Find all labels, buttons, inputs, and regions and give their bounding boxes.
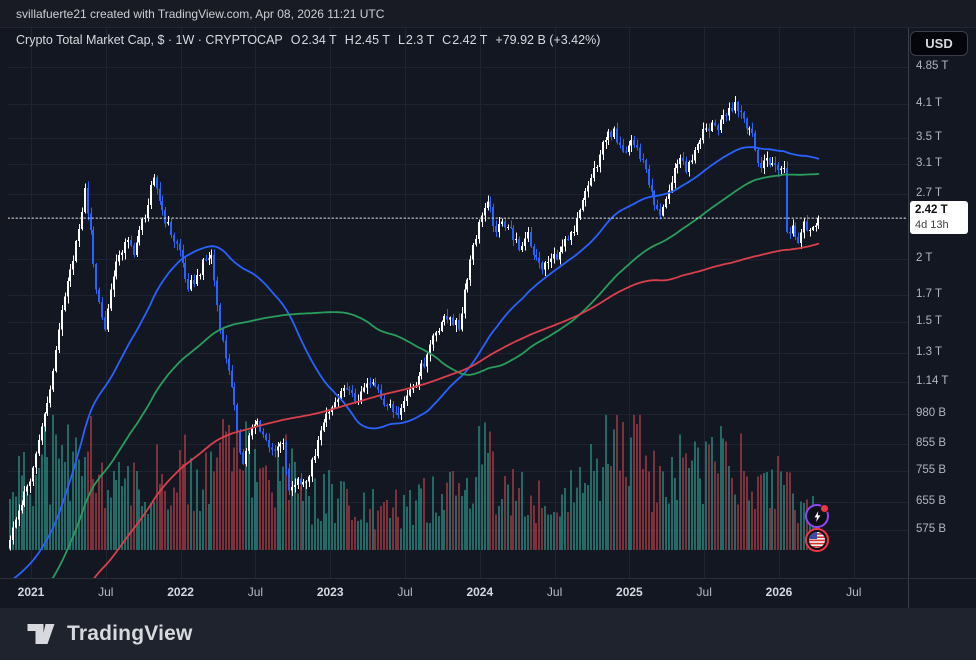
chart-legend: Crypto Total Market Cap, $ · 1W · CRYPTO… — [16, 33, 600, 47]
price-axis-label: 755 B — [916, 464, 947, 477]
price-axis-label: 1.7 T — [916, 287, 942, 300]
time-axis-label: 2022 — [167, 585, 194, 599]
ohlc-open: O 2.34 T — [290, 33, 337, 47]
price-axis-label: 3.5 T — [916, 130, 942, 143]
time-axis-label: 2024 — [466, 585, 494, 599]
symbol-title: Crypto Total Market Cap, $ · 1W · CRYPTO… — [16, 33, 283, 47]
us-flag-icon — [809, 532, 825, 548]
time-axis-label: Jul — [846, 585, 862, 599]
time-axis-label: 2021 — [17, 585, 45, 599]
time-axis-label: Jul — [247, 585, 264, 599]
current-price: 2.42 T — [915, 204, 948, 216]
attribution-bar: svillafuerte21 created with TradingView.… — [0, 0, 976, 28]
time-axis-label: Jul — [98, 585, 114, 599]
currency-toggle-button[interactable]: USD — [910, 31, 968, 56]
price-axis-label: 1.5 T — [916, 314, 942, 327]
lightning-icon — [814, 510, 820, 522]
price-axis-label: 575 B — [916, 523, 947, 536]
price-axis-label: 1.14 T — [916, 374, 949, 387]
tradingview-brand-text: TradingView — [67, 622, 193, 645]
price-axis-label: 4.85 T — [916, 60, 949, 73]
lightning-stream-button[interactable] — [805, 504, 829, 528]
notification-badge — [820, 504, 829, 513]
price-axis-label: 1.3 T — [916, 346, 942, 359]
bar-change: +79.92 B (+3.42%) — [495, 33, 601, 47]
price-axis-label: 855 B — [916, 437, 947, 450]
time-axis-label: 2023 — [316, 585, 344, 599]
ohlc-high: H 2.45 T — [344, 33, 390, 47]
us-flag-button[interactable] — [805, 528, 829, 552]
price-axis-label: 3.1 T — [916, 157, 942, 170]
tradingview-logo[interactable]: TradingView — [26, 622, 193, 646]
price-axis-label: 2 T — [916, 252, 933, 265]
price-axis-label: 4.1 T — [916, 96, 942, 109]
time-axis-label: 2025 — [616, 585, 643, 599]
time-axis-label: 2026 — [765, 585, 793, 599]
price-axis-label: 655 B — [916, 494, 947, 507]
price-axis-label: 980 B — [916, 407, 947, 420]
attribution-text: svillafuerte21 created with TradingView.… — [16, 6, 385, 21]
current-price-tag: 2.42 T 4d 13h — [910, 201, 968, 235]
ohlc-low: L 2.3 T — [397, 33, 435, 47]
time-axis-label: Jul — [546, 585, 563, 599]
price-axis-label: 2.7 T — [916, 187, 942, 200]
tradingview-logo-icon — [27, 624, 55, 644]
ohlc-close: C 2.42 T — [442, 33, 488, 47]
time-axis-label: Jul — [696, 585, 712, 599]
bar-countdown: 4d 13h — [915, 218, 949, 231]
footer-bar: TradingView — [0, 608, 976, 660]
time-axis-label: Jul — [397, 585, 413, 599]
